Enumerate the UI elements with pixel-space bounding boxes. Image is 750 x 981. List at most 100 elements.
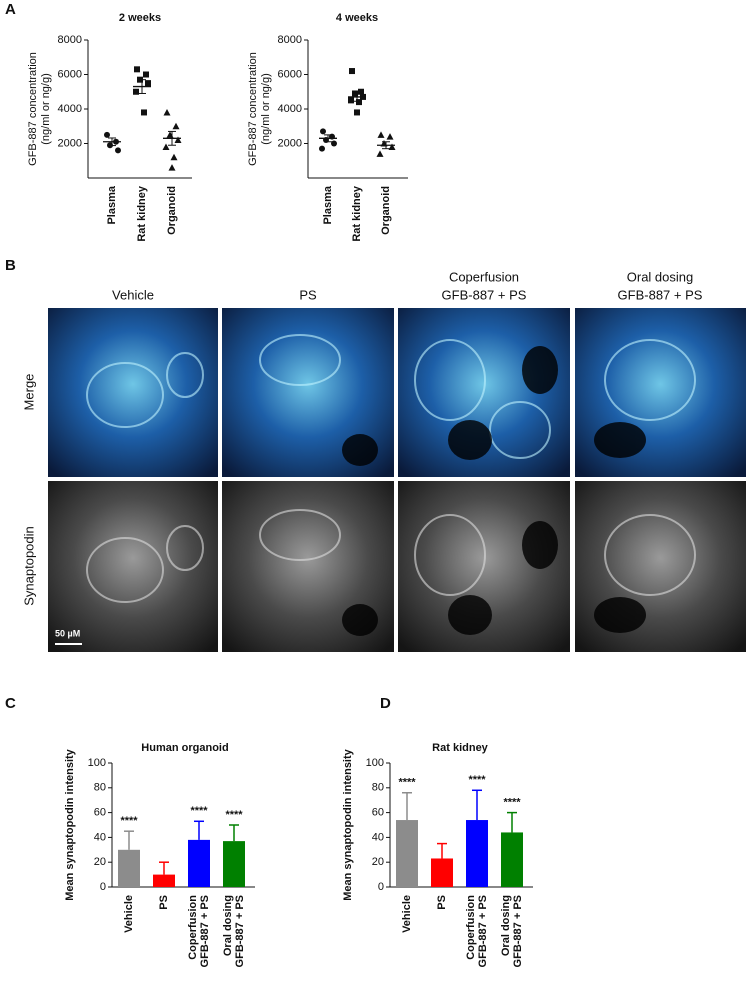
- x-tick-label: Rat kidney: [136, 185, 148, 242]
- x-tick-label: Vehicle: [123, 895, 135, 933]
- x-tick-label: Oral dosing: [222, 895, 234, 956]
- y-tick-label: 80: [94, 782, 106, 794]
- row-label: Merge: [21, 374, 36, 411]
- data-point: [348, 97, 354, 104]
- x-tick-label: Plasma: [322, 185, 334, 224]
- bar: [466, 820, 488, 887]
- chart-title: 4 weeks: [336, 12, 378, 24]
- column-label: Oral dosing: [627, 269, 693, 284]
- data-point: [104, 131, 110, 138]
- y-tick-label: 80: [372, 782, 384, 794]
- data-point: [352, 90, 358, 97]
- column-label: Vehicle: [112, 287, 154, 302]
- y-tick-label: 20: [372, 856, 384, 868]
- y-axis-label: Mean synaptopodin intensity: [64, 748, 76, 900]
- column-label: Coperfusion: [449, 269, 519, 284]
- y-tick-label: 40: [372, 831, 384, 843]
- data-point: [143, 71, 149, 78]
- x-tick-label: GFB-887 + PS: [199, 895, 211, 967]
- x-tick-label: GFB-887 + PS: [512, 895, 524, 967]
- y-tick-label: 2000: [278, 137, 302, 149]
- chart-title: Rat kidney: [432, 742, 489, 754]
- data-point: [388, 143, 396, 150]
- x-tick-label: Plasma: [106, 185, 118, 224]
- y-tick-label: 60: [372, 807, 384, 819]
- y-tick-label: 4000: [278, 103, 302, 115]
- panel-label: D: [380, 695, 391, 712]
- y-tick-label: 6000: [58, 68, 82, 80]
- data-point: [145, 80, 151, 87]
- bar: [153, 874, 175, 887]
- image: [48, 481, 218, 652]
- bar: [188, 839, 210, 887]
- data-point: [320, 128, 326, 135]
- y-tick-label: 4000: [58, 103, 82, 115]
- y-tick-label: 100: [88, 757, 106, 769]
- y-tick-label: 100: [366, 757, 384, 769]
- bar: [118, 849, 140, 887]
- data-point: [133, 88, 139, 95]
- image: [48, 308, 218, 477]
- data-point: [376, 150, 384, 157]
- x-tick-label: Coperfusion: [465, 895, 477, 960]
- significance: ****: [503, 797, 521, 809]
- y-tick-label: 40: [94, 831, 106, 843]
- data-point: [162, 143, 170, 150]
- column-label: GFB-887 + PS: [442, 287, 527, 302]
- x-tick-label: GFB-887 + PS: [477, 895, 489, 967]
- significance: ****: [398, 777, 416, 789]
- y-tick-label: 20: [94, 856, 106, 868]
- y-tick-label: 8000: [278, 34, 302, 46]
- data-point: [354, 109, 360, 116]
- x-tick-label: Coperfusion: [187, 895, 199, 960]
- y-axis-label: (ng/ml or ng/g): [40, 73, 52, 145]
- x-tick-label: Oral dosing: [500, 895, 512, 956]
- bar: [396, 820, 418, 887]
- x-tick-label: Rat kidney: [351, 185, 363, 242]
- data-point: [168, 164, 176, 171]
- bar: [501, 832, 523, 887]
- x-tick-label: Organoid: [380, 186, 392, 235]
- significance: ****: [190, 805, 208, 817]
- data-point: [141, 109, 147, 116]
- bar: [431, 858, 453, 887]
- data-point: [349, 68, 355, 75]
- panel-label: B: [5, 257, 16, 274]
- data-point: [134, 66, 140, 73]
- panel-label: A: [5, 1, 16, 18]
- bar: [223, 841, 245, 887]
- significance: ****: [468, 774, 486, 786]
- x-tick-label: PS: [436, 895, 448, 910]
- data-point: [356, 99, 362, 106]
- chart-title: Human organoid: [141, 742, 228, 754]
- data-point: [377, 131, 385, 138]
- significance: ****: [120, 815, 138, 827]
- x-tick-label: Organoid: [166, 186, 178, 235]
- data-point: [172, 122, 180, 130]
- y-tick-label: 8000: [58, 34, 82, 46]
- micrographs: 50 µM: [48, 308, 746, 652]
- panel-label: C: [5, 695, 16, 712]
- y-tick-label: 6000: [278, 68, 302, 80]
- x-tick-label: GFB-887 + PS: [234, 895, 246, 967]
- data-point: [174, 136, 182, 144]
- data-point: [386, 133, 394, 140]
- y-tick-label: 0: [378, 881, 384, 893]
- y-tick-label: 60: [94, 807, 106, 819]
- y-tick-label: 0: [100, 881, 106, 893]
- data-point: [170, 153, 178, 161]
- chart-title: 2 weeks: [119, 12, 161, 24]
- column-label: GFB-887 + PS: [618, 287, 703, 302]
- column-label: PS: [299, 287, 317, 302]
- significance: ****: [225, 809, 243, 821]
- x-tick-label: Vehicle: [401, 895, 413, 933]
- scale-label: 50 µM: [55, 628, 80, 638]
- y-axis-label: GFB-887 concentration: [27, 52, 39, 166]
- y-axis-label: GFB-887 concentration: [247, 52, 259, 166]
- x-tick-label: PS: [158, 895, 170, 910]
- y-axis-label: (ng/ml or ng/g): [260, 73, 272, 145]
- y-axis-label: Mean synaptopodin intensity: [342, 748, 354, 900]
- data-point: [331, 140, 337, 147]
- data-point: [358, 88, 364, 95]
